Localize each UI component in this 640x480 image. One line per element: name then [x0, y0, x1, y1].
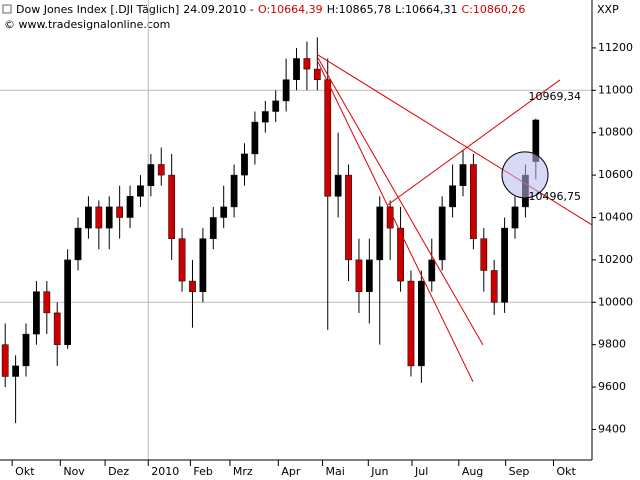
subtitle: © www.tradesignalonline.com — [4, 18, 170, 31]
header-part: 24.09.2010 - — [183, 3, 254, 16]
header: Dow Jones Index [.DJI Täglich] 24.09.2010… — [16, 3, 525, 16]
trendline — [317, 54, 593, 226]
y-tick-label: 11000 — [598, 83, 633, 96]
candle-body — [64, 259, 71, 345]
candle-body — [230, 174, 238, 208]
candle-body — [178, 238, 186, 282]
header-part: O:10664,39 — [258, 3, 323, 16]
y-tick-label: 11200 — [598, 41, 633, 54]
candle-body — [282, 79, 290, 102]
x-tick-label: Aug — [462, 465, 483, 478]
candle-body — [490, 270, 498, 303]
x-tick-label: Nov — [63, 465, 85, 478]
y-tick-label: 10600 — [598, 168, 633, 181]
candle-body — [137, 185, 144, 197]
y-tick-label: 10200 — [598, 253, 633, 266]
candle-body — [85, 206, 92, 229]
candle-body — [116, 206, 124, 218]
y-tick-label: 9400 — [598, 422, 626, 435]
candle-body — [459, 164, 467, 186]
candle-body — [147, 164, 155, 186]
x-tick-label: Feb — [193, 465, 212, 478]
header-part: L:10664,31 — [395, 3, 457, 16]
x-tick-label: Apr — [281, 465, 301, 478]
highlight-circle — [501, 151, 549, 199]
x-tick-label: Jul — [414, 465, 428, 478]
x-tick-label: 2010 — [151, 465, 179, 478]
candle-body — [303, 58, 311, 70]
candle-body — [105, 206, 113, 229]
candle-body — [438, 206, 446, 261]
candle-body — [220, 206, 228, 218]
candle-body — [12, 365, 19, 377]
trendline — [387, 79, 561, 206]
candle-body — [293, 58, 300, 80]
candle-body — [157, 164, 165, 176]
x-tick-label: Mrz — [233, 465, 253, 478]
x-tick-label: Jun — [370, 465, 388, 478]
candle-body — [53, 312, 61, 345]
candle-body — [126, 196, 134, 218]
candle-body — [480, 238, 488, 271]
candle-body — [22, 333, 30, 367]
candle-body — [470, 164, 477, 239]
icon — [2, 4, 12, 14]
candle-body — [324, 79, 332, 197]
candle-body — [33, 291, 40, 335]
candle-body — [209, 217, 217, 239]
y-tick-label: 10400 — [598, 210, 633, 223]
axis-label: XXP — [597, 3, 619, 16]
candle-body — [189, 280, 196, 292]
y-tick-label: 10000 — [598, 295, 633, 308]
header-part: Dow Jones Index [.DJI Täglich] — [16, 3, 179, 16]
candle-body — [365, 259, 373, 292]
candle-body — [199, 238, 207, 292]
candle-body — [355, 259, 363, 292]
trendline — [317, 61, 474, 382]
candle-body — [397, 227, 404, 282]
candle-body — [95, 206, 103, 229]
x-tick-label: Sep — [509, 465, 530, 478]
y-tick-label: 9600 — [598, 380, 626, 393]
candle-body — [511, 206, 519, 229]
candle-body — [345, 174, 352, 261]
candle-body — [376, 206, 384, 261]
y-tick-label: 10800 — [598, 126, 633, 139]
y-tick-label: 9800 — [598, 338, 626, 351]
x-tick-label: Mai — [326, 465, 345, 478]
x-tick-label: Okt — [15, 465, 35, 478]
price-label: 10969,34 — [529, 90, 582, 103]
header-part: H:10865,78 — [327, 3, 391, 16]
candle-body — [74, 227, 82, 261]
candle-body — [407, 280, 415, 367]
candle-body — [1, 344, 9, 377]
x-tick-label: Okt — [557, 465, 577, 478]
candle-body — [272, 100, 280, 112]
trendline — [317, 57, 484, 346]
candle-body — [313, 68, 321, 80]
candle-body — [241, 153, 248, 176]
candle-body — [449, 185, 456, 208]
candle-body — [168, 174, 176, 239]
candle-body — [334, 174, 342, 197]
price-label: 10496,75 — [529, 190, 582, 203]
candle-body — [501, 227, 508, 303]
candle-body — [261, 111, 269, 123]
candle-body — [43, 291, 51, 314]
candle-body — [417, 280, 425, 367]
candle-body — [428, 259, 436, 282]
x-tick-label: Dez — [108, 465, 129, 478]
candle-body — [251, 121, 259, 155]
header-part: C:10860,26 — [461, 3, 525, 16]
